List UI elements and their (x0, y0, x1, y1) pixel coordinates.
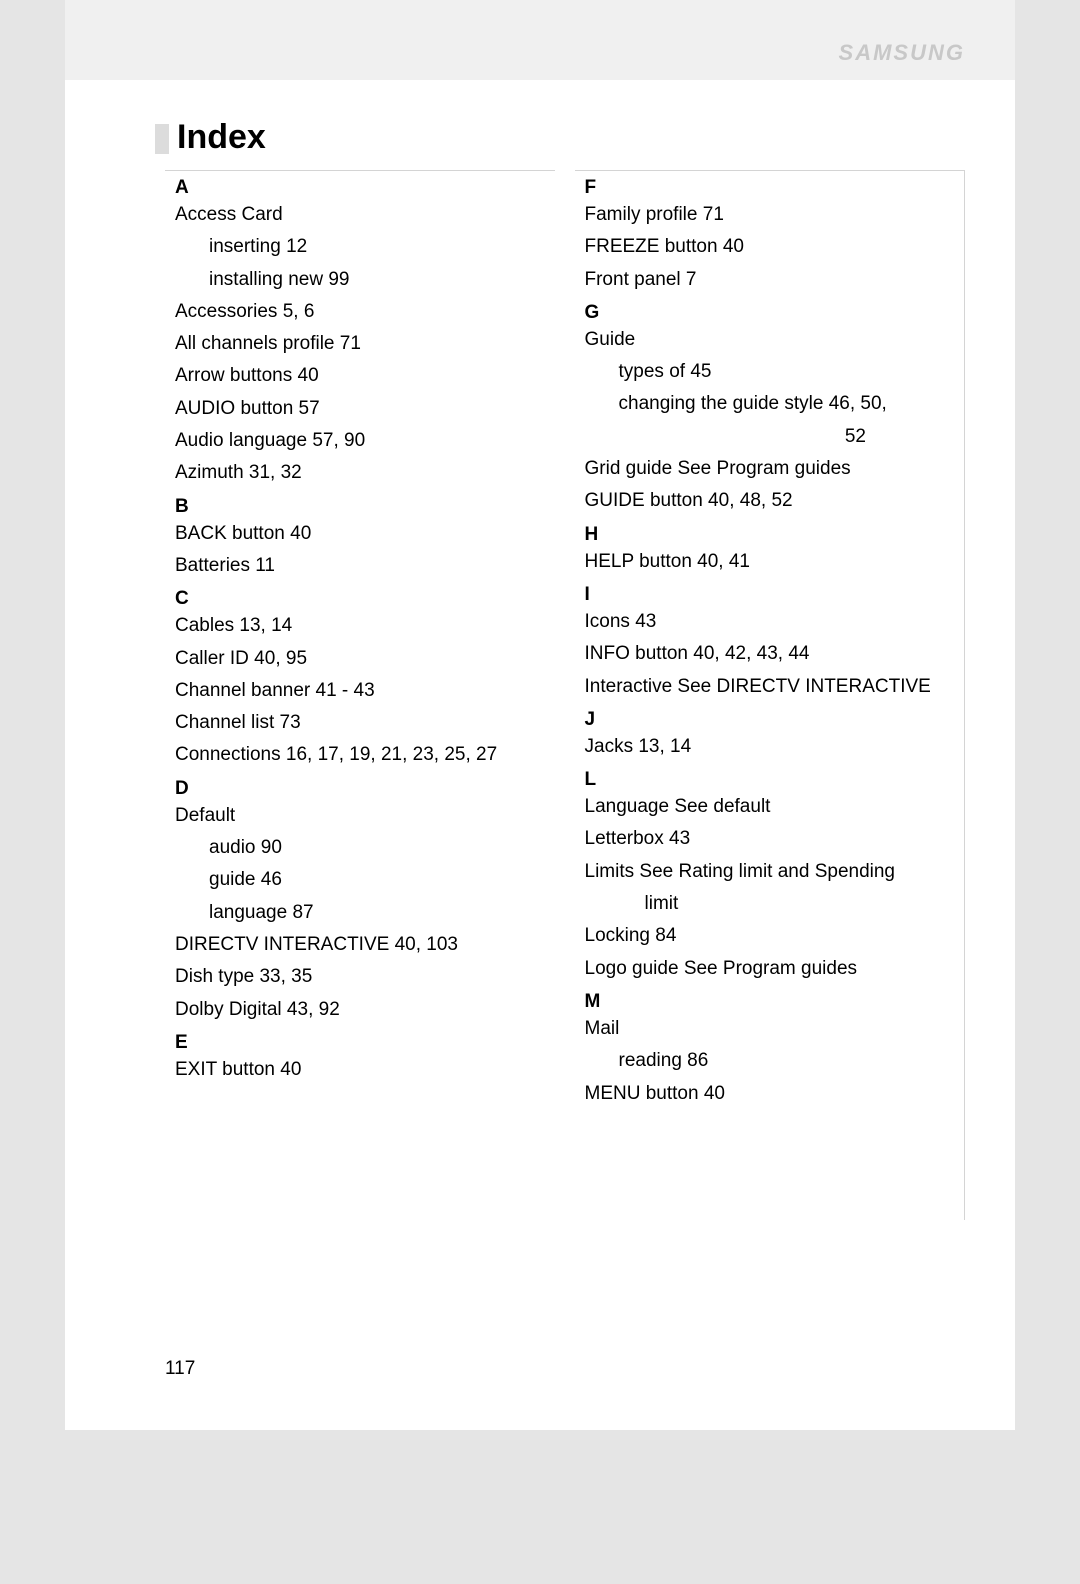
index-entry: DIRECTV INTERACTIVE 40, 103 (175, 929, 547, 961)
index-section-letter: H (585, 524, 957, 546)
index-entry: Accessories 5, 6 (175, 296, 547, 328)
index-entry: GUIDE button 40, 48, 52 (585, 485, 957, 517)
index-section-letter: D (175, 778, 547, 800)
index-entry: Letterbox 43 (585, 823, 957, 855)
index-entry: Interactive See DIRECTV INTERACTIVE (585, 671, 957, 703)
index-entry: HELP button 40, 41 (585, 546, 957, 578)
index-section-letter: I (585, 584, 957, 606)
index-entry: MENU button 40 (585, 1078, 957, 1110)
index-entry: Batteries 11 (175, 550, 547, 582)
index-entry: Dolby Digital 43, 92 (175, 994, 547, 1026)
index-section-letter: B (175, 496, 547, 518)
index-entry: Language See default (585, 791, 957, 823)
index-entry: All channels profile 71 (175, 328, 547, 360)
index-entry: INFO button 40, 42, 43, 44 (585, 638, 957, 670)
index-column-right: FFamily profile 71FREEZE button 40Front … (575, 170, 966, 1220)
index-entry: Connections 16, 17, 19, 21, 23, 25, 27 (175, 739, 547, 771)
index-section-letter: G (585, 302, 957, 324)
index-column-left: AAccess Cardinserting 12installing new 9… (165, 170, 555, 1220)
index-subentry: reading 86 (619, 1045, 957, 1077)
index-entry: Grid guide See Program guides (585, 453, 957, 485)
index-entry: Locking 84 (585, 920, 957, 952)
index-section-letter: L (585, 769, 957, 791)
brand-logo: SAMSUNG (839, 40, 965, 66)
index-entry: Default (175, 800, 547, 832)
index-subentry: guide 46 (209, 864, 547, 896)
page-title: Index (177, 118, 266, 157)
index-entry: FREEZE button 40 (585, 231, 957, 263)
index-entry: Dish type 33, 35 (175, 961, 547, 993)
index-entry: Mail (585, 1013, 957, 1045)
index-subentry: limit (645, 888, 957, 920)
index-subentry: installing new 99 (209, 264, 547, 296)
manual-page: SAMSUNG Index AAccess Cardinserting 12in… (65, 0, 1015, 1430)
index-entry: Channel list 73 (175, 707, 547, 739)
index-entry: Azimuth 31, 32 (175, 457, 547, 489)
index-entry: BACK button 40 (175, 518, 547, 550)
index-subentry: changing the guide style 46, 50, (619, 388, 957, 420)
index-entry: Family profile 71 (585, 199, 957, 231)
index-subentry: inserting 12 (209, 231, 547, 263)
index-entry: AUDIO button 57 (175, 393, 547, 425)
title-accent-block (155, 124, 169, 154)
index-entry: Icons 43 (585, 606, 957, 638)
index-entry: Jacks 13, 14 (585, 731, 957, 763)
index-section-letter: A (175, 177, 547, 199)
index-entry: Audio language 57, 90 (175, 425, 547, 457)
index-subentry: types of 45 (619, 356, 957, 388)
index-entry: Logo guide See Program guides (585, 953, 957, 985)
index-subentry: audio 90 (209, 832, 547, 864)
index-section-letter: M (585, 991, 957, 1013)
index-entry: Guide (585, 324, 957, 356)
page-number: 117 (165, 1358, 195, 1380)
index-section-letter: F (585, 177, 957, 199)
index-continuation: 52 (585, 421, 867, 453)
index-entry: Limits See Rating limit and Spending (585, 856, 957, 888)
index-entry: Access Card (175, 199, 547, 231)
index-section-letter: E (175, 1032, 547, 1054)
index-entry: EXIT button 40 (175, 1054, 547, 1086)
index-entry: Caller ID 40, 95 (175, 643, 547, 675)
index-columns: AAccess Cardinserting 12installing new 9… (165, 170, 965, 1220)
index-section-letter: C (175, 588, 547, 610)
index-section-letter: J (585, 709, 957, 731)
index-entry: Arrow buttons 40 (175, 360, 547, 392)
index-entry: Channel banner 41 - 43 (175, 675, 547, 707)
index-entry: Front panel 7 (585, 264, 957, 296)
index-entry: Cables 13, 14 (175, 610, 547, 642)
index-subentry: language 87 (209, 897, 547, 929)
